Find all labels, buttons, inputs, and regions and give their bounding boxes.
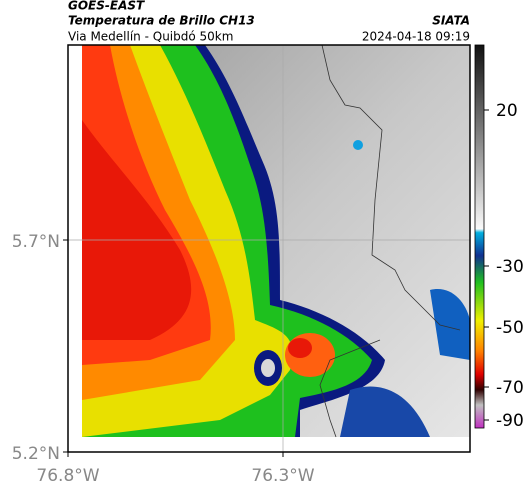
satellite-image [82,45,470,437]
graticule [68,45,470,452]
colorbar-ticks [484,109,489,421]
lat-label: 5.7°N [12,232,60,252]
lon-label: 76.8°W [36,466,99,486]
borders [319,44,461,438]
source: SIATA [432,14,470,28]
lat-label: 5.2°N [12,444,60,464]
axis-ticks [63,239,284,457]
colorbar-label: -50 [496,318,524,338]
subtitle: Via Medellín - Quibdó 50km [68,30,233,44]
colorbar-label: -90 [496,411,524,431]
lon-label: 76.3°W [251,466,314,486]
colorbar [474,44,485,429]
title-line: Temperatura de Brillo CH13 [68,14,255,28]
colorbar-label: -30 [496,257,524,277]
map-frame [67,44,471,453]
colorbar-label: 20 [496,101,518,121]
datetime: 2024-04-18 09:19 [362,30,470,44]
title-line: GOES-EAST [68,0,145,13]
colorbar-label: -70 [496,378,524,398]
